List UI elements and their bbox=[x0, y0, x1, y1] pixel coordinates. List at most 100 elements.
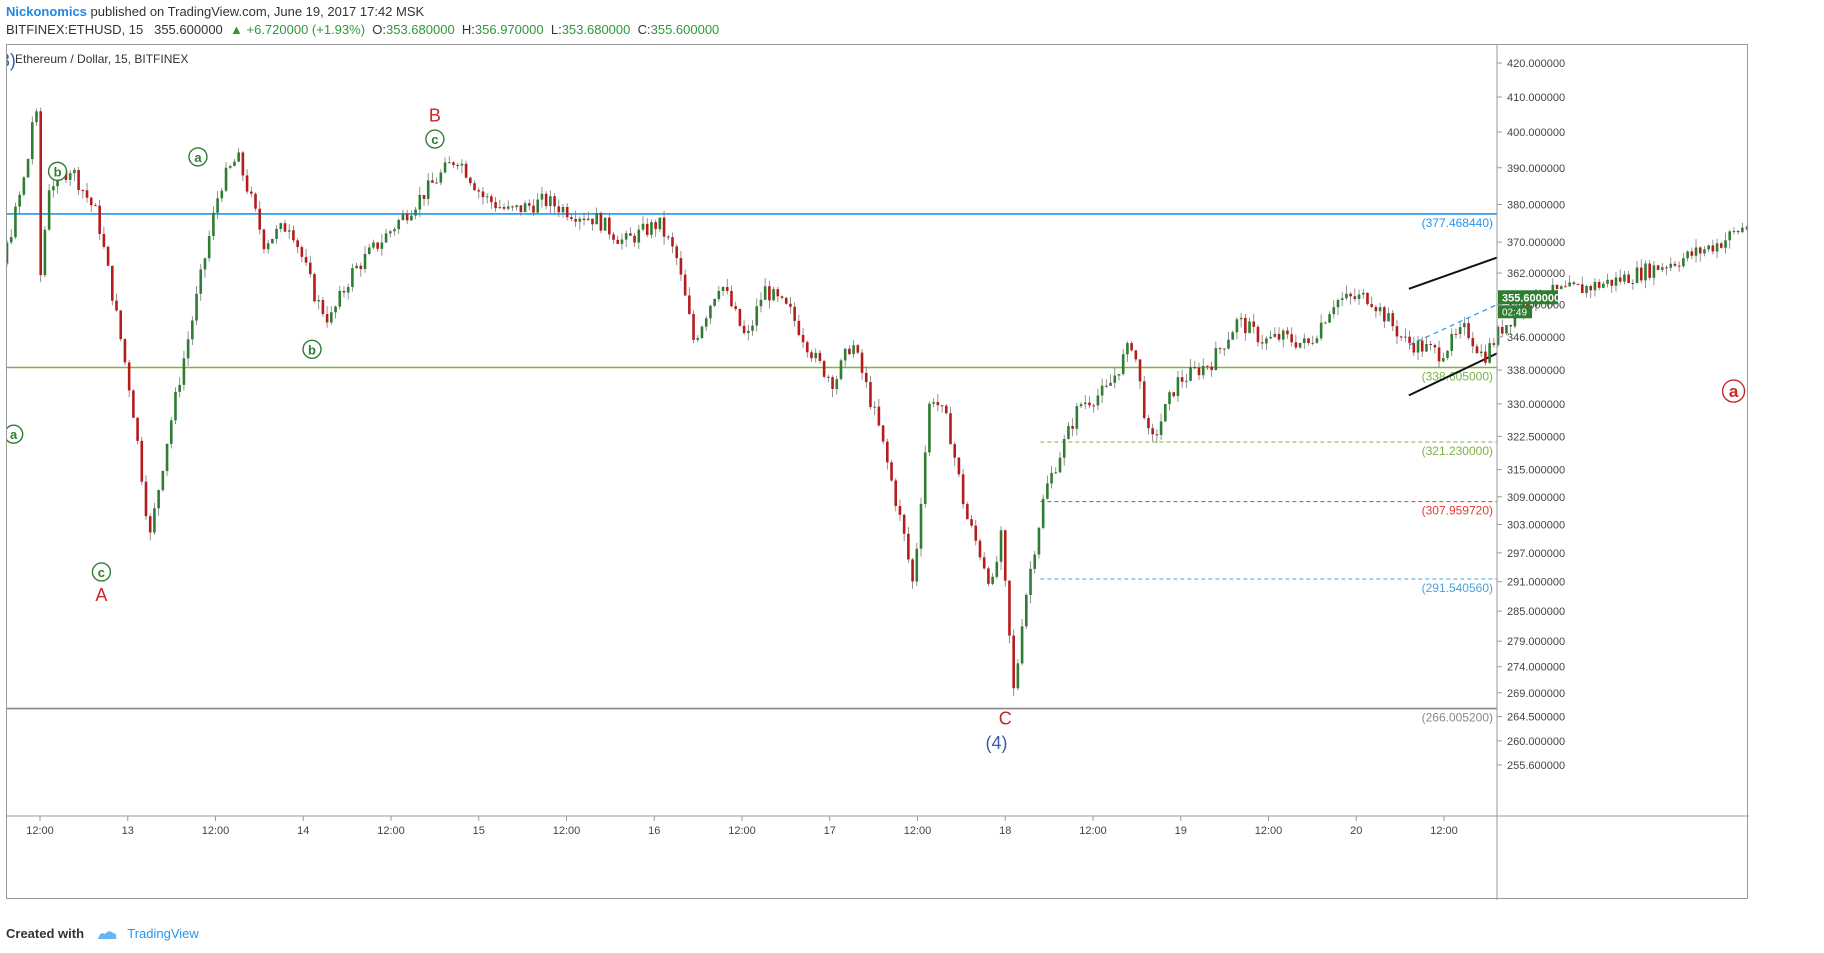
candle-body bbox=[1425, 344, 1428, 352]
candle-body bbox=[898, 505, 902, 515]
candle-body bbox=[388, 231, 392, 234]
countdown-tag-label: 02:49 bbox=[1502, 307, 1527, 318]
candle-body bbox=[1732, 231, 1736, 233]
candle-body bbox=[7, 242, 9, 264]
candle-body bbox=[431, 180, 434, 183]
candle-body bbox=[447, 162, 451, 164]
candle-body bbox=[578, 218, 582, 222]
candle-body bbox=[1370, 304, 1373, 307]
candle-body bbox=[1399, 336, 1403, 338]
candle-body bbox=[372, 242, 375, 248]
candle-body bbox=[1458, 327, 1462, 335]
candle-body bbox=[688, 295, 691, 314]
candle-body bbox=[1412, 343, 1416, 353]
price-tick-label: 362.000000 bbox=[1507, 268, 1565, 280]
candle-body bbox=[506, 206, 510, 209]
candle-body bbox=[148, 516, 152, 533]
candle-body bbox=[717, 290, 721, 300]
candle-body bbox=[410, 215, 413, 221]
price-tick-label: 400.000000 bbox=[1507, 127, 1565, 139]
price-tick-label: 303.000000 bbox=[1507, 520, 1565, 532]
candle-body bbox=[418, 194, 422, 210]
candle-body bbox=[763, 286, 767, 300]
candle-body bbox=[1353, 296, 1357, 299]
candle-body bbox=[953, 444, 957, 458]
candle-body bbox=[1100, 385, 1104, 396]
published-text: published on TradingView.com, June 19, 2… bbox=[90, 4, 425, 19]
candle-body bbox=[1378, 307, 1382, 312]
candle-body bbox=[633, 235, 636, 243]
candle-body bbox=[342, 290, 346, 293]
candle-body bbox=[1635, 267, 1639, 284]
candle-body bbox=[1151, 428, 1154, 435]
price-tick-label: 297.000000 bbox=[1507, 548, 1565, 560]
trendline[interactable] bbox=[1408, 304, 1498, 346]
candle-body bbox=[300, 247, 304, 257]
candle-body bbox=[768, 286, 771, 301]
wave-label: A bbox=[95, 585, 107, 605]
candle-body bbox=[77, 170, 80, 191]
candle-body bbox=[426, 180, 430, 199]
trendline[interactable] bbox=[1408, 352, 1498, 397]
candle-body bbox=[1606, 279, 1609, 284]
candle-body bbox=[464, 163, 468, 178]
chart-title: Ethereum / Dollar, 15, BITFINEX bbox=[15, 52, 188, 66]
candle-body bbox=[1041, 498, 1045, 528]
candle-body bbox=[123, 339, 127, 363]
candle-body bbox=[1286, 330, 1289, 335]
candle-body bbox=[1227, 339, 1230, 349]
candle-body bbox=[136, 417, 139, 441]
candle-body bbox=[978, 540, 982, 558]
candle-body bbox=[262, 229, 266, 250]
price-tick-label: 410.000000 bbox=[1507, 92, 1565, 104]
candle-body bbox=[620, 239, 624, 244]
candle-body bbox=[1058, 457, 1062, 473]
candle-body bbox=[1172, 392, 1176, 397]
candle-body bbox=[999, 530, 1003, 562]
candle-body bbox=[47, 190, 51, 230]
candle-body bbox=[254, 193, 257, 209]
candle-body bbox=[1126, 343, 1129, 355]
candle-body bbox=[949, 413, 952, 445]
price-chart[interactable]: (377.468440)(338.605000)(321.230000)(307… bbox=[7, 45, 1749, 900]
wave-circle bbox=[47, 161, 68, 182]
candle-body bbox=[1185, 380, 1188, 382]
candle-body bbox=[1214, 348, 1218, 370]
candle-body bbox=[43, 229, 47, 276]
candle-body bbox=[1602, 283, 1605, 288]
author-link[interactable]: Nickonomics bbox=[6, 4, 87, 19]
candle-body bbox=[911, 559, 914, 582]
footer: Created with TradingView bbox=[6, 926, 199, 941]
candle-body bbox=[873, 406, 876, 408]
candle-body bbox=[1168, 392, 1171, 404]
candle-body bbox=[452, 162, 455, 166]
candle-body bbox=[1307, 338, 1310, 344]
candle-body bbox=[1698, 247, 1702, 254]
candle-body bbox=[9, 237, 13, 243]
close-value: 355.600000 bbox=[650, 22, 720, 37]
candle-body bbox=[1281, 330, 1285, 340]
chart-frame[interactable]: (377.468440) (338.605000) (321.230000) (307… bbox=[6, 44, 1749, 900]
candle-body bbox=[1479, 351, 1483, 354]
candle-body bbox=[1610, 279, 1614, 286]
candle-body bbox=[191, 320, 194, 340]
candle-body bbox=[658, 217, 662, 230]
price-level-label: (291.540560) bbox=[1422, 581, 1493, 595]
candle-body bbox=[1391, 313, 1395, 327]
candle-body bbox=[237, 152, 240, 162]
candle-body bbox=[881, 425, 885, 442]
brand-link[interactable]: TradingView bbox=[127, 926, 199, 941]
wave-circle bbox=[425, 129, 445, 149]
candle-body bbox=[940, 405, 944, 407]
candle-body bbox=[1719, 243, 1723, 248]
candle-body bbox=[359, 265, 363, 270]
candle-body bbox=[115, 300, 118, 311]
candle-body bbox=[1420, 340, 1424, 352]
candle-body bbox=[789, 303, 792, 307]
candle-body bbox=[1176, 377, 1180, 397]
candle-body bbox=[127, 362, 131, 391]
candle-body bbox=[207, 236, 211, 259]
candle-body bbox=[1088, 402, 1091, 406]
trendline[interactable] bbox=[1408, 256, 1498, 290]
candle-body bbox=[1652, 265, 1656, 278]
